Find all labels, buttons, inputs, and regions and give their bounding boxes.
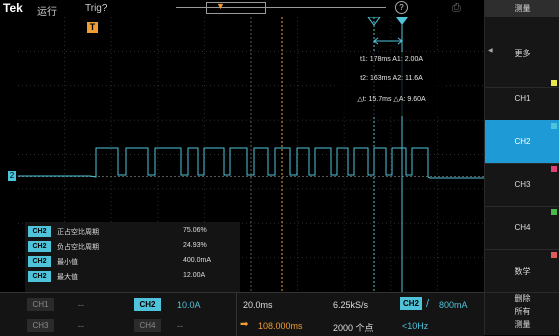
menu-item-delete-all-measurements[interactable]: 删除 所有 测量 (485, 292, 559, 335)
trigger-slope-icon: / (426, 298, 430, 310)
top-status-bar: Tek 运行 Trig? ▼ ⎙ ? (0, 0, 484, 18)
ch3-button[interactable]: CH3 (27, 319, 54, 332)
trigger-status: Trig? (85, 3, 108, 14)
menu-left-arrow-icon: ◀ (488, 48, 493, 54)
menu-item-label: CH3 (514, 180, 531, 189)
graticule-svg (18, 17, 484, 292)
help-icon[interactable]: ? (395, 1, 408, 14)
top-icon-group: ⎙ (452, 2, 469, 15)
menu-item-label: 数学 (514, 267, 531, 276)
measurement-name: 负占空比周期 (57, 244, 99, 251)
menu-item-label: CH2 (514, 137, 531, 146)
sample-rate-readout: 6.25kS/s (333, 300, 369, 310)
bottom-status-bar: CH1 -- CH2 10.0A CH3 -- CH4 -- 20.0ms ➡ … (0, 292, 484, 336)
measurement-name: 最大值 (57, 274, 78, 281)
ch4-button[interactable]: CH4 (134, 319, 161, 332)
measurement-channel-badge: CH2 (28, 256, 51, 267)
menu-item-ch1[interactable]: CH1 (485, 77, 559, 121)
measurement-value: 75.06% (183, 227, 207, 234)
ch1-color-indicator (551, 80, 557, 86)
ch3-scale: -- (78, 321, 84, 331)
menu-item-math[interactable]: 数学 (485, 249, 559, 293)
timeline-trigger-icon: ▼ (216, 1, 225, 11)
record-length-readout: 2000 个点 (333, 323, 374, 333)
divider (236, 293, 237, 336)
run-status[interactable]: 运行 (37, 7, 57, 18)
ch2-color-indicator (551, 123, 557, 129)
ch2-scale[interactable]: 10.0A (177, 300, 201, 310)
ch2-waveform (18, 147, 484, 179)
timeline-view-window[interactable] (206, 2, 266, 14)
measurement-channel-badge: CH2 (28, 241, 51, 252)
ch1-scale: -- (78, 300, 84, 310)
cursor-lines (281, 17, 408, 292)
cursor-delta-arrow (373, 37, 403, 45)
cursor-readout-line1: t1: 178ms A1: 2.00A (359, 56, 424, 63)
ch3-color-indicator (551, 166, 557, 172)
menu-item-label: 更多 (514, 49, 531, 58)
measurement-table: CH2 正占空比周期 75.06% CH2 负占空比周期 24.93% CH2 … (25, 222, 240, 292)
measurement-row[interactable]: CH2 负占空比周期 24.93% (28, 241, 238, 252)
menu-item-label: 删除 (514, 294, 531, 303)
trigger-source-badge[interactable]: CH2 (400, 297, 422, 310)
ch4-scale: -- (177, 321, 183, 331)
menu-item-label: CH4 (514, 223, 531, 232)
measurement-row[interactable]: CH2 正占空比周期 75.06% (28, 226, 238, 237)
menu-item-label: 测量 (514, 320, 531, 329)
tek-logo: Tek (3, 1, 23, 15)
menu-item-more[interactable]: ◀ 更多 (485, 17, 559, 88)
measurement-name: 最小值 (57, 259, 78, 266)
ch1-button[interactable]: CH1 (27, 298, 54, 311)
cursor-readout-line2: t2: 163ms A2: 11.6A (360, 75, 423, 82)
measurement-name: 正占空比周期 (57, 229, 99, 236)
ch2-ground-marker[interactable]: 2 (8, 171, 16, 181)
save-icon[interactable]: ⎙ (452, 2, 461, 14)
measurement-row[interactable]: CH2 最大值 12.00A (28, 271, 238, 282)
measurement-channel-badge: CH2 (28, 271, 51, 282)
menu-item-label: 所有 (514, 307, 531, 316)
cursor-readout-panel: t1: 178ms A1: 2.00A t2: 163ms A2: 11.6A … (338, 52, 445, 116)
timebase-readout[interactable]: 20.0ms (243, 300, 273, 310)
cursor-readout-line3: △t: 15.7ms △A: 9.60A (357, 96, 426, 103)
trigger-position-marker[interactable]: T (87, 22, 98, 33)
side-menu-title: 测量 (485, 0, 559, 17)
menu-item-label: CH1 (514, 94, 531, 103)
measurement-row[interactable]: CH2 最小值 400.0mA (28, 256, 238, 267)
trigger-position-readout[interactable]: 108.000ms (258, 321, 303, 331)
menu-item-ch2[interactable]: CH2 (485, 120, 559, 164)
ch2-button[interactable]: CH2 (134, 298, 161, 311)
menu-item-ch4[interactable]: CH4 (485, 206, 559, 250)
side-menu: 测量 ◀ 更多 CH1 CH2 CH3 CH4 数学 删除 所有 测量 (484, 0, 559, 335)
ch4-color-indicator (551, 209, 557, 215)
trigger-level-readout[interactable]: 800mA (439, 300, 468, 310)
record-timeline (176, 7, 386, 8)
trigger-frequency-readout: <10Hz (402, 321, 429, 331)
math-color-indicator (551, 252, 557, 258)
measurement-value: 12.00A (183, 272, 206, 279)
cursor-1-handle (367, 17, 381, 26)
waveform-display[interactable] (18, 17, 484, 335)
measurement-value: 400.0mA (183, 257, 212, 264)
cursor-2-handle (396, 17, 408, 25)
measurement-channel-badge: CH2 (28, 226, 51, 237)
trigger-position-arrow-icon: ➡ (240, 319, 249, 330)
measurement-value: 24.93% (183, 242, 207, 249)
menu-item-ch3[interactable]: CH3 (485, 163, 559, 207)
